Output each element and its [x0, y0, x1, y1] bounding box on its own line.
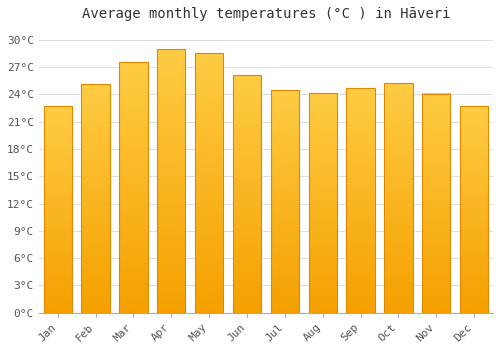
Bar [422, 93, 450, 313]
Bar [384, 83, 412, 313]
Bar [195, 52, 224, 313]
Bar [44, 106, 72, 313]
Bar [270, 90, 299, 313]
Bar [384, 83, 412, 313]
Bar [44, 106, 72, 313]
Bar [460, 106, 488, 313]
Bar [308, 93, 337, 313]
Bar [233, 75, 261, 313]
Bar [119, 62, 148, 313]
Bar [157, 49, 186, 313]
Bar [422, 93, 450, 313]
Bar [460, 106, 488, 313]
Bar [82, 84, 110, 313]
Bar [119, 62, 148, 313]
Bar [233, 75, 261, 313]
Bar [195, 52, 224, 313]
Bar [82, 84, 110, 313]
Bar [308, 93, 337, 313]
Bar [157, 49, 186, 313]
Bar [346, 88, 375, 313]
Bar [346, 88, 375, 313]
Title: Average monthly temperatures (°C ) in Hāveri: Average monthly temperatures (°C ) in Hā… [82, 7, 450, 21]
Bar [270, 90, 299, 313]
